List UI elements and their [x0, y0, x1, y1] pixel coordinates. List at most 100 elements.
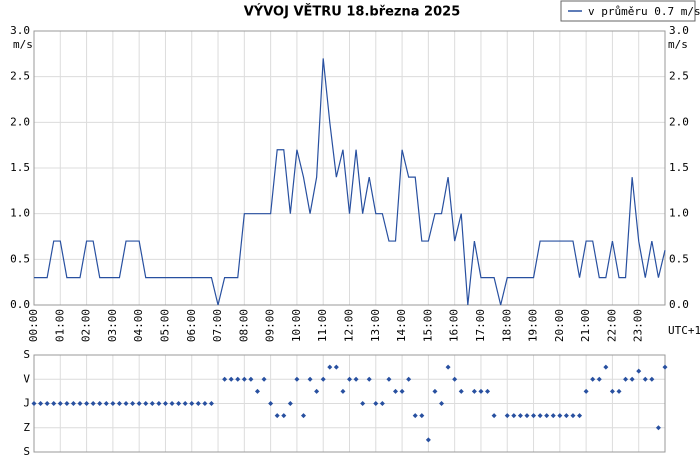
y-tick-label: 0.5	[669, 252, 689, 265]
x-tick-label: 21:00	[579, 309, 592, 342]
direction-point	[373, 401, 379, 406]
direction-point	[156, 401, 162, 406]
direction-point	[307, 376, 313, 382]
x-tick-label: 04:00	[132, 309, 145, 342]
y-tick-label: 1.5	[10, 161, 30, 174]
x-tick-label: 08:00	[237, 309, 250, 342]
direction-point	[360, 401, 366, 406]
direction-point	[616, 388, 622, 394]
direction-point	[544, 413, 550, 419]
x-tick-label: 13:00	[369, 309, 382, 342]
direction-point	[366, 376, 372, 382]
direction-point	[77, 401, 83, 406]
y-tick-label: 2.5	[669, 70, 689, 83]
y-tick-label: J	[23, 397, 30, 410]
direction-point	[300, 413, 306, 419]
y-tick-label: Z	[23, 421, 30, 434]
direction-point	[64, 401, 70, 406]
direction-point	[97, 401, 103, 406]
direction-point	[596, 376, 602, 382]
direction-point	[511, 413, 517, 419]
y-tick-label: S	[23, 445, 30, 458]
y-tick-label: 1.5	[669, 161, 689, 174]
x-tick-label: 07:00	[211, 309, 224, 342]
x-tick-label: 17:00	[474, 309, 487, 342]
direction-point	[471, 388, 477, 394]
direction-point	[347, 376, 352, 382]
direction-point	[176, 401, 182, 406]
y-tick-label: V	[23, 372, 30, 385]
direction-point	[590, 376, 596, 382]
direction-point	[90, 401, 96, 406]
direction-point	[314, 388, 320, 394]
direction-point	[287, 401, 293, 406]
direction-point	[386, 376, 392, 382]
direction-point	[425, 437, 431, 443]
direction-point	[123, 401, 129, 406]
direction-point	[636, 368, 642, 374]
legend-box	[560, 0, 696, 22]
direction-point	[445, 364, 451, 370]
x-tick-label: 14:00	[395, 309, 408, 342]
x-tick-label: 16:00	[448, 309, 461, 342]
direction-point	[38, 401, 44, 406]
direction-point	[524, 413, 530, 419]
direction-point	[222, 376, 228, 382]
direction-point	[537, 413, 543, 419]
direction-point	[583, 388, 589, 394]
direction-point	[432, 388, 438, 394]
direction-point	[570, 413, 576, 419]
direction-point	[649, 376, 655, 382]
legend-label: v průměru 0.7 m/s	[588, 5, 700, 18]
direction-point	[169, 401, 175, 406]
y-tick-label: 0.5	[10, 252, 30, 265]
wind-speed-line	[34, 58, 666, 306]
direction-point	[44, 401, 50, 406]
x-unit: UTC+1	[668, 324, 700, 337]
x-tick-label: 06:00	[185, 309, 198, 342]
direction-point	[136, 401, 142, 406]
direction-point	[202, 401, 208, 406]
direction-point	[550, 413, 556, 419]
direction-point	[662, 364, 668, 370]
x-tick-label: 10:00	[290, 309, 303, 342]
x-tick-label: 02:00	[80, 309, 93, 342]
direction-point	[261, 376, 267, 382]
direction-point	[399, 388, 405, 394]
direction-point	[103, 401, 109, 406]
y-tick-label: 0.0	[669, 298, 689, 311]
direction-point	[333, 364, 339, 370]
direction-point	[57, 401, 63, 406]
direction-point	[517, 413, 523, 419]
x-tick-label: 20:00	[553, 309, 566, 342]
x-tick-label: 05:00	[158, 309, 171, 342]
x-tick-label: 19:00	[527, 309, 540, 342]
x-tick-label: 00:00	[27, 309, 40, 342]
direction-point	[340, 388, 346, 394]
direction-point	[393, 388, 399, 394]
x-tick-label: 22:00	[605, 309, 618, 342]
direction-point	[235, 376, 241, 382]
direction-point	[577, 413, 583, 419]
x-tick-label: 09:00	[264, 309, 277, 342]
direction-point	[110, 401, 116, 406]
direction-point	[294, 376, 300, 382]
direction-point	[504, 413, 510, 419]
direction-point	[143, 401, 149, 406]
direction-point	[406, 376, 412, 382]
direction-point	[655, 425, 661, 431]
x-tick-label: 23:00	[632, 309, 645, 342]
x-tick-label: 11:00	[316, 309, 329, 342]
chart-title: VÝVOJ VĚTRU 18.března 2025	[244, 4, 461, 20]
direction-point	[70, 401, 76, 406]
y-unit: m/s	[668, 38, 688, 51]
y-tick-label: 0.0	[10, 298, 30, 311]
direction-point	[563, 413, 569, 419]
direction-point	[491, 413, 497, 419]
direction-point	[162, 401, 168, 406]
x-tick-label: 15:00	[421, 309, 434, 342]
direction-point	[248, 376, 254, 382]
direction-point	[478, 388, 484, 394]
direction-point	[228, 376, 234, 382]
